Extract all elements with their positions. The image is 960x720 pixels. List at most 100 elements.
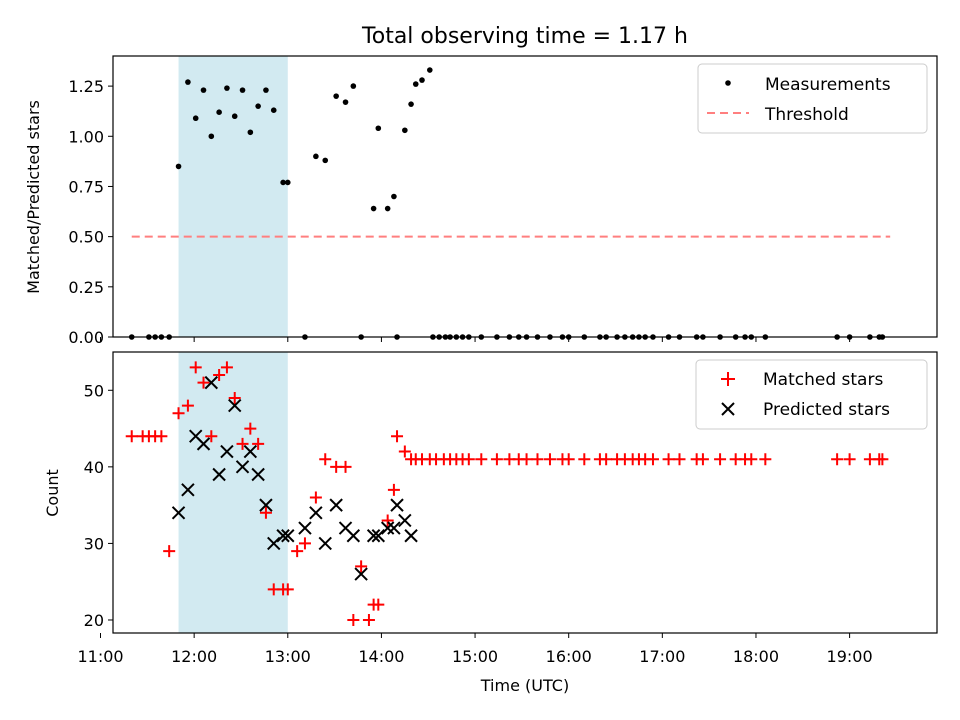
matched-star-point xyxy=(125,430,138,443)
legend-predicted-marker xyxy=(721,402,735,416)
predicted-star-point xyxy=(387,521,401,535)
legend-predicted-label: Predicted stars xyxy=(763,400,890,420)
matched-star-point xyxy=(759,453,772,466)
x-axis-label: Time (UTC) xyxy=(480,676,569,695)
measurement-point xyxy=(192,115,199,122)
matched-star-point xyxy=(298,537,311,550)
measurement-point xyxy=(370,205,377,212)
measurement-point xyxy=(175,163,182,170)
bottom-legend-box xyxy=(695,359,928,430)
measurement-point xyxy=(419,77,425,83)
top-axes-frame xyxy=(112,55,938,338)
matched-star-point xyxy=(189,361,202,374)
bottom-plot-area xyxy=(125,352,889,633)
predicted-star-point xyxy=(276,529,290,543)
measurement-point xyxy=(216,109,222,115)
predicted-star-point xyxy=(220,444,234,459)
matched-star-point xyxy=(181,399,194,412)
measurement-point xyxy=(200,87,207,93)
measurement-point xyxy=(280,179,286,186)
predicted-star-point xyxy=(329,498,343,512)
bottom-shaded-interval xyxy=(178,352,288,633)
matched-star-point xyxy=(381,514,394,527)
x-tick-label: 12:00 xyxy=(171,647,217,666)
matched-star-point xyxy=(490,453,503,466)
predicted-star-point xyxy=(371,529,386,543)
predicted-star-point xyxy=(380,521,395,535)
predicted-star-point xyxy=(398,513,412,528)
matched-star-point xyxy=(259,506,272,519)
top-y-tick-label: 0.75 xyxy=(68,177,104,196)
predicted-star-point xyxy=(196,437,211,451)
measurement-point xyxy=(270,107,277,113)
measurement-point xyxy=(322,157,329,164)
bottom-y-tick-label: 40 xyxy=(84,458,104,477)
predicted-star-point xyxy=(228,398,242,413)
measurement-point xyxy=(402,127,408,134)
matched-star-point xyxy=(662,453,675,466)
matched-star-point xyxy=(673,453,686,466)
predicted-star-point xyxy=(354,567,368,581)
predicted-star-point xyxy=(366,529,381,543)
matched-star-point xyxy=(398,445,411,458)
x-tick-label: 14:00 xyxy=(358,647,404,666)
matched-star-point xyxy=(696,453,709,466)
measurement-point xyxy=(333,93,339,99)
bottom-y-ticks: 20 30 40 50 xyxy=(84,381,113,630)
predicted-star-point xyxy=(204,375,219,390)
matched-star-point xyxy=(362,613,375,626)
top-y-tick-label: 1.25 xyxy=(68,77,104,96)
predicted-star-point xyxy=(181,483,195,497)
matched-star-point xyxy=(646,453,659,466)
predicted-star-point xyxy=(259,498,273,512)
matched-star-point xyxy=(475,453,488,466)
measurement-point xyxy=(384,205,391,212)
measurement-point xyxy=(412,81,419,87)
matched-star-point xyxy=(228,391,241,404)
matched-star-point xyxy=(281,583,294,596)
measurement-point xyxy=(231,113,238,120)
measurement-point xyxy=(208,133,215,140)
bottom-axes-frame xyxy=(112,351,938,634)
measurement-point xyxy=(342,99,349,105)
matched-star-point xyxy=(244,422,257,435)
legend-measurements-label: Measurements xyxy=(765,75,891,95)
matched-star-point xyxy=(339,460,352,473)
matched-star-point xyxy=(252,437,265,450)
measurement-point xyxy=(427,67,433,73)
measurement-point xyxy=(255,103,261,109)
top-plot-area xyxy=(128,56,891,340)
matched-star-point xyxy=(745,453,758,466)
top-y-tick-label: 0.00 xyxy=(68,328,104,347)
predicted-star-point xyxy=(390,498,404,512)
matched-star-point xyxy=(372,598,385,611)
matched-star-point xyxy=(236,437,249,450)
predicted-star-point xyxy=(171,506,186,520)
bottom-legend: Matched stars Predicted stars xyxy=(695,359,928,430)
measurement-point xyxy=(375,125,382,132)
top-y-tick-label: 0.50 xyxy=(68,228,104,247)
matched-star-point xyxy=(347,613,360,626)
measurement-point xyxy=(284,179,291,186)
measurement-point xyxy=(247,129,254,136)
legend-threshold-label: Threshold xyxy=(764,105,849,125)
matched-star-point xyxy=(531,453,544,466)
top-y-ticks: 0.00 0.25 0.50 0.75 1.00 1.25 xyxy=(68,77,113,347)
x-tick-label: 11:00 xyxy=(77,647,123,666)
top-legend-box xyxy=(697,63,928,134)
top-y-axis-label: Matched/Predicted stars xyxy=(24,100,43,294)
measurement-point xyxy=(408,101,414,107)
matched-star-point xyxy=(462,453,475,466)
matched-star-point xyxy=(213,368,226,381)
matched-star-point xyxy=(600,453,613,466)
chart-title: Total observing time = 1.17 h xyxy=(361,24,688,49)
matched-star-point xyxy=(578,453,591,466)
top-x-ticks xyxy=(100,337,851,342)
predicted-star-point xyxy=(404,529,418,543)
predicted-star-point xyxy=(243,444,258,459)
bottom-x-ticks: 11:00 12:00 13:00 14:00 15:00 16:00 17:00 18:00… xyxy=(77,633,873,666)
predicted-star-point xyxy=(318,536,332,551)
predicted-star-point xyxy=(281,529,295,543)
